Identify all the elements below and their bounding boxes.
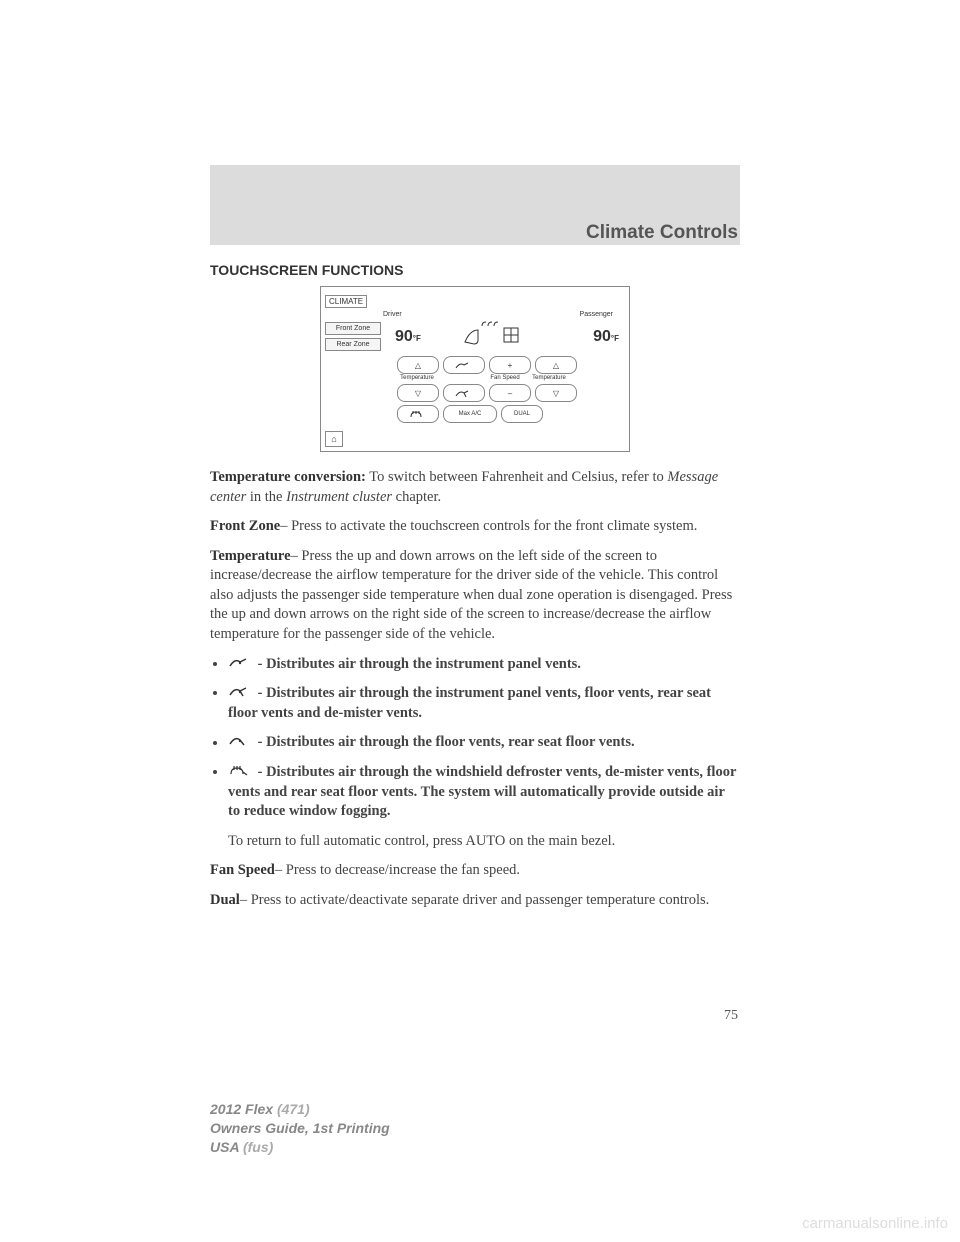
passenger-temp-down-button[interactable]: ▽ <box>535 384 577 402</box>
b2-text: - Distributes air through the instrument… <box>228 685 711 721</box>
blank-label <box>441 375 481 381</box>
temp-label-left: Temperature <box>397 375 437 381</box>
functions-heading: TOUCHSCREEN FUNCTIONS <box>210 262 740 278</box>
p1-italic2: Instrument cluster <box>286 489 392 505</box>
driver-temp-up-button[interactable]: △ <box>397 356 439 374</box>
airflow-seat-icon <box>460 320 520 348</box>
front-zone-button[interactable]: Front Zone <box>325 322 381 335</box>
passenger-temp-unit: °F <box>611 334 619 343</box>
footer-block: 2012 Flex (471) Owners Guide, 1st Printi… <box>210 1100 390 1157</box>
home-button[interactable]: ⌂ <box>325 431 343 447</box>
p4-rest: – Press to decrease/increase the fan spe… <box>275 862 520 878</box>
p2-rest: – Press to activate the touchscreen cont… <box>280 518 697 534</box>
watermark: carmanualsonline.info <box>802 1215 948 1232</box>
front-zone-para: Front Zone– Press to activate the touchs… <box>210 517 740 537</box>
b1-text: - Distributes air through the instrument… <box>254 656 581 672</box>
b3-text: - Distributes air through the floor vent… <box>254 735 635 751</box>
section-title: Climate Controls <box>586 222 738 244</box>
fan-speed-down-button[interactable]: – <box>489 384 531 402</box>
driver-temp: 90 <box>395 328 413 345</box>
panel-floor-bullet-icon <box>228 684 250 704</box>
footer-code: (471) <box>277 1101 310 1117</box>
b4-text: - Distributes air through the windshield… <box>228 764 736 819</box>
dual-bold: Dual <box>210 892 240 908</box>
temp-conversion-para: Temperature conversion: To switch betwee… <box>210 468 740 507</box>
front-zone-bold: Front Zone <box>210 518 280 534</box>
floor-bullet-icon <box>228 733 250 753</box>
footer-region: USA <box>210 1139 243 1155</box>
fan-speed-para: Fan Speed– Press to decrease/increase th… <box>210 861 740 881</box>
bullet-panel-floor-vent: - Distributes air through the instrument… <box>228 684 740 723</box>
p1-end: chapter. <box>392 489 441 505</box>
panel-floor-icon <box>454 388 474 398</box>
defrost-floor-icon <box>408 409 428 419</box>
page-number: 75 <box>724 1008 738 1024</box>
panel-vent-icon <box>454 360 474 370</box>
vent-modes-list: - Distributes air through the instrument… <box>210 655 740 822</box>
passenger-temp: 90 <box>593 328 611 345</box>
passenger-label: Passenger <box>580 311 613 318</box>
climate-diagram: CLIMATE Driver Passenger Front Zone Rear… <box>320 286 630 452</box>
p1-rest: To switch between Fahrenheit and Celsius… <box>366 469 668 485</box>
temperature-para: Temperature– Press the up and down arrow… <box>210 547 740 645</box>
p5-rest: – Press to activate/deactivate separate … <box>240 892 709 908</box>
passenger-temp-up-button[interactable]: △ <box>535 356 577 374</box>
temp-conversion-bold: Temperature conversion: <box>210 469 366 485</box>
panel-vent-button[interactable] <box>443 356 485 374</box>
return-auto-note: To return to full automatic control, pre… <box>228 832 740 852</box>
dual-button[interactable]: DUAL <box>501 405 543 423</box>
footer-guide: Owners Guide, 1st Printing <box>210 1119 390 1138</box>
footer-model: 2012 Flex <box>210 1101 277 1117</box>
driver-label: Driver <box>383 311 402 318</box>
footer-fus: (fus) <box>243 1139 273 1155</box>
rear-zone-button[interactable]: Rear Zone <box>325 338 381 351</box>
fan-speed-label: Fan Speed <box>485 375 525 381</box>
temperature-bold: Temperature <box>210 548 291 564</box>
bullet-defrost-floor: - Distributes air through the windshield… <box>228 763 740 822</box>
defrost-floor-button[interactable] <box>397 405 439 423</box>
bullet-panel-vent: - Distributes air through the instrument… <box>228 655 740 675</box>
p1-mid: in the <box>246 489 286 505</box>
driver-temp-unit: °F <box>413 334 421 343</box>
driver-temp-down-button[interactable]: ▽ <box>397 384 439 402</box>
defrost-floor-bullet-icon <box>228 763 250 783</box>
climate-tab-label: CLIMATE <box>325 295 367 308</box>
max-ac-button[interactable]: Max A/C <box>443 405 497 423</box>
dual-para: Dual– Press to activate/deactivate separ… <box>210 891 740 911</box>
fan-speed-bold: Fan Speed <box>210 862 275 878</box>
page-content: TOUCHSCREEN FUNCTIONS CLIMATE Driver Pas… <box>210 262 740 921</box>
temp-label-right: Temperature <box>529 375 569 381</box>
bullet-floor-vent: - Distributes air through the floor vent… <box>228 733 740 753</box>
panel-floor-vent-button[interactable] <box>443 384 485 402</box>
fan-speed-up-button[interactable]: + <box>489 356 531 374</box>
diagram-top-labels: Driver Passenger <box>383 311 613 318</box>
panel-vent-bullet-icon <box>228 655 250 675</box>
